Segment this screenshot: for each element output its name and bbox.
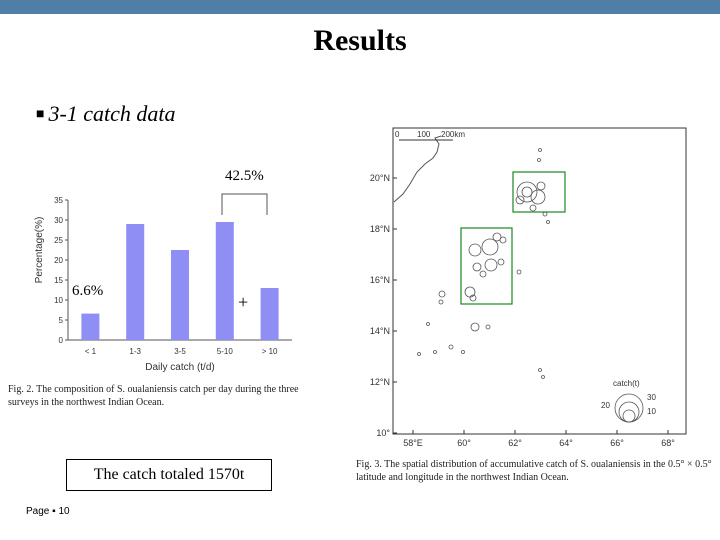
catch-circle bbox=[417, 352, 421, 356]
x-tick-label: > 10 bbox=[262, 347, 278, 356]
bullet-text: 3-1 catch data bbox=[48, 101, 176, 126]
catch-circle bbox=[468, 243, 482, 257]
catch-circles bbox=[417, 148, 550, 379]
catch-circle bbox=[529, 204, 537, 212]
page-label: Page bbox=[26, 506, 50, 517]
lon-label: 68° bbox=[661, 438, 675, 448]
bracket-line bbox=[221, 193, 268, 215]
lat-label: 10° bbox=[376, 428, 390, 438]
catch-circle bbox=[546, 220, 550, 224]
x-tick-label: < 1 bbox=[85, 347, 97, 356]
lon-label: 66° bbox=[610, 438, 624, 448]
map-frame bbox=[392, 127, 687, 435]
scale-label-200: 200km bbox=[441, 130, 465, 139]
catch-distribution-map: 0 100 200km 20°N 18°N 16°N 14°N 12°N 10° 58°E… bbox=[370, 127, 687, 448]
catch-circle bbox=[538, 368, 542, 372]
catch-circle bbox=[516, 181, 538, 203]
lat-label: 18°N bbox=[370, 224, 390, 234]
lat-label: 12°N bbox=[370, 377, 390, 387]
bar-2 bbox=[171, 250, 189, 340]
catch-circle bbox=[499, 236, 507, 244]
catch-circle bbox=[472, 262, 482, 272]
catch-circle bbox=[542, 211, 548, 217]
highlight-box-central bbox=[460, 227, 513, 305]
lat-label: 14°N bbox=[370, 326, 390, 336]
y-tick-label: 35 bbox=[54, 196, 63, 205]
legend-value-10: 10 bbox=[647, 407, 656, 416]
coastline bbox=[393, 135, 442, 203]
catch-circle bbox=[469, 294, 477, 302]
y-tick-label: 10 bbox=[54, 296, 63, 305]
y-tick-label: 30 bbox=[54, 216, 63, 225]
lon-label: 64° bbox=[559, 438, 573, 448]
x-axis-label: Daily catch (t/d) bbox=[145, 362, 214, 373]
catch-circle bbox=[516, 269, 522, 275]
catch-circle bbox=[541, 375, 545, 379]
catch-circle bbox=[536, 181, 546, 191]
catch-circle bbox=[530, 189, 546, 205]
map-legend-circles bbox=[614, 393, 644, 423]
bracket-connector bbox=[221, 193, 268, 215]
catch-circle bbox=[521, 186, 533, 198]
map-legend-title: catch(t) bbox=[613, 379, 640, 388]
bar-0 bbox=[81, 313, 100, 340]
catch-circle bbox=[433, 350, 437, 354]
page-number: Page ▪ 10 bbox=[26, 506, 70, 517]
catch-circle bbox=[426, 322, 430, 326]
fig3-caption: Fig. 3. The spatial distribution of accu… bbox=[356, 459, 712, 483]
page-number-value: 10 bbox=[58, 506, 70, 517]
bullet-square-icon: ■ bbox=[36, 107, 45, 122]
bar-1 bbox=[126, 224, 145, 340]
highlight-box-north bbox=[512, 171, 566, 213]
catch-circle bbox=[448, 344, 454, 350]
lat-label: 16°N bbox=[370, 275, 390, 285]
catch-circle bbox=[492, 232, 502, 242]
lon-label: 58°E bbox=[403, 438, 423, 448]
y-tick-label: 5 bbox=[59, 316, 64, 325]
y-tick-label: 15 bbox=[54, 276, 63, 285]
catch-circle bbox=[470, 322, 480, 332]
bar-3 bbox=[215, 222, 234, 340]
catch-total-box: The catch totaled 1570t bbox=[66, 459, 272, 491]
x-tick-label: 5-10 bbox=[217, 347, 234, 356]
y-tick-label: 20 bbox=[54, 256, 63, 265]
scale-label-0: 0 bbox=[395, 130, 400, 139]
y-tick-label: 0 bbox=[59, 336, 64, 345]
legend-value-20: 20 bbox=[601, 401, 610, 410]
bar-4 bbox=[260, 288, 279, 340]
top-banner bbox=[0, 0, 720, 14]
catch-circle bbox=[538, 148, 542, 152]
bullet-heading: ■ 3-1 catch data bbox=[36, 101, 176, 127]
annotation-low-percent: 6.6% bbox=[72, 283, 104, 300]
catch-circle bbox=[497, 258, 505, 266]
slide-title: Results bbox=[313, 24, 407, 57]
lat-label: 20°N bbox=[370, 173, 390, 183]
catch-circle bbox=[484, 258, 498, 272]
lon-label: 62° bbox=[508, 438, 522, 448]
legend-value-30: 30 bbox=[647, 393, 656, 402]
annotation-high-percent: 42.5% bbox=[225, 168, 264, 185]
fig2-caption: Fig. 2. The composition of S. oualaniens… bbox=[8, 384, 299, 408]
plus-sign: + bbox=[238, 292, 249, 312]
x-tick-label: 1-3 bbox=[129, 347, 141, 356]
catch-circle bbox=[461, 350, 465, 354]
scale-label-100: 100 bbox=[417, 130, 431, 139]
legend-circle-10 bbox=[622, 409, 636, 423]
catch-circle bbox=[537, 158, 541, 162]
catch-circle bbox=[485, 324, 491, 330]
catch-circle bbox=[481, 238, 499, 256]
lon-label: 60° bbox=[457, 438, 471, 448]
y-axis-label: Percentage(%) bbox=[34, 217, 45, 284]
catch-circle bbox=[438, 299, 444, 305]
catch-composition-bar-chart: Percentage(%) 0 5 10 15 20 25 30 35 < 1 1-3 3-5 5-… bbox=[34, 196, 292, 373]
catch-circle bbox=[515, 195, 525, 205]
catch-circle bbox=[438, 290, 446, 298]
y-tick-label: 25 bbox=[54, 236, 63, 245]
catch-circle bbox=[479, 270, 487, 278]
x-tick-label: 3-5 bbox=[174, 347, 186, 356]
